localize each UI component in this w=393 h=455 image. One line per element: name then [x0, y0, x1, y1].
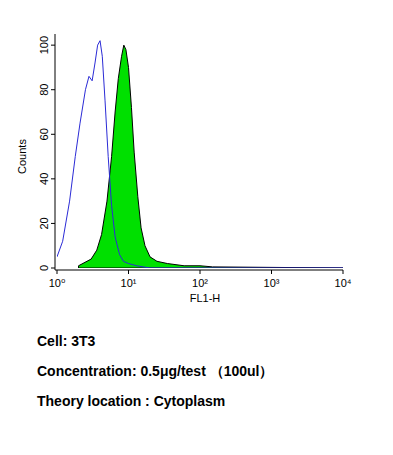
- x-tick-label: 10⁰: [49, 277, 66, 289]
- x-tick: [343, 270, 344, 274]
- y-tick-label: 80: [38, 84, 50, 96]
- annotation: Concentration: 0.5μg/test （100ul）: [37, 363, 274, 379]
- plot-marks: [57, 41, 343, 268]
- annotation: Theory location : Cytoplasm: [37, 393, 225, 409]
- y-tick: [51, 134, 55, 135]
- y-tick-label: 0: [38, 265, 50, 271]
- x-tick: [200, 270, 201, 274]
- y-tick: [51, 178, 55, 179]
- x-tick-label: 10¹: [121, 277, 137, 289]
- y-tick-label: 100: [38, 36, 50, 54]
- x-tick: [128, 270, 129, 274]
- line-series: [57, 41, 343, 268]
- x-axis-label: FL1-H: [190, 292, 221, 304]
- y-tick: [51, 89, 55, 90]
- y-tick-label: 40: [38, 173, 50, 185]
- x-tick-label: 10⁴: [335, 277, 352, 289]
- x-axis: [55, 270, 343, 271]
- y-axis: [55, 34, 56, 270]
- x-tick: [57, 270, 58, 274]
- x-tick-label: 10³: [264, 277, 280, 289]
- area-series: [79, 45, 343, 268]
- y-tick: [51, 223, 55, 224]
- annotation: Cell: 3T3: [37, 333, 96, 349]
- y-axis-label: Counts: [16, 139, 28, 174]
- y-tick: [51, 45, 55, 46]
- x-tick-label: 10²: [192, 277, 208, 289]
- y-tick: [51, 268, 55, 269]
- x-tick: [271, 270, 272, 274]
- chart: 10⁰ 10¹ 10² 10³ 10⁴ 0 20 40 60 80 100 FL1-H Counts Ce…: [0, 0, 393, 455]
- y-tick-label: 60: [38, 128, 50, 140]
- y-tick-label: 20: [38, 217, 50, 229]
